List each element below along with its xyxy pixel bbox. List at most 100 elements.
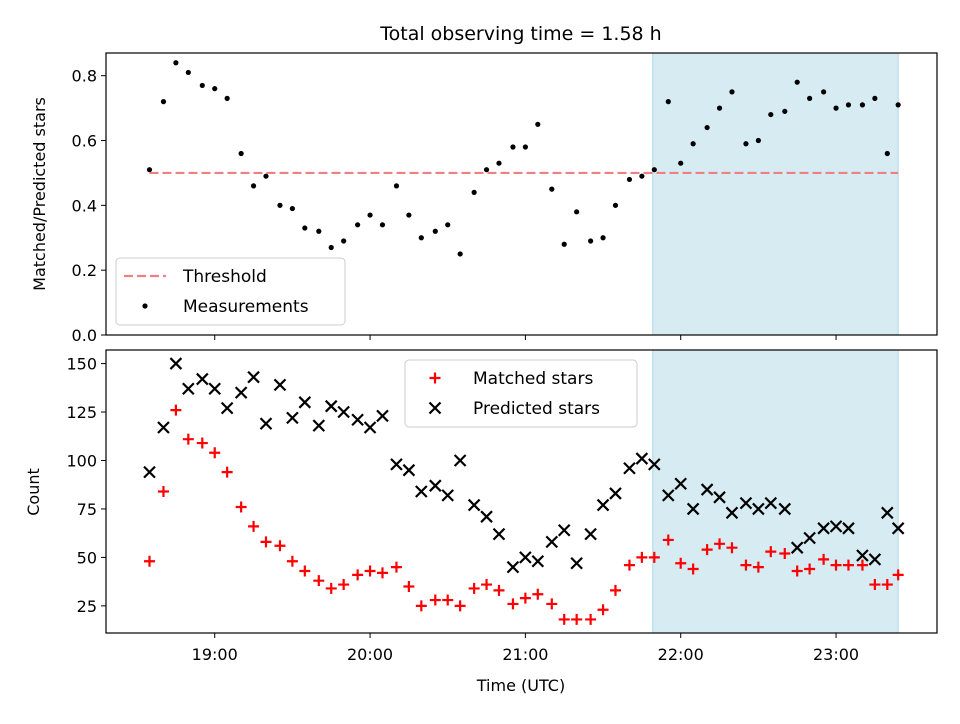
data-point (779, 548, 791, 560)
data-point (522, 144, 528, 150)
data-point (729, 89, 735, 95)
x-tick-label: 20:00 (347, 645, 393, 664)
data-point (725, 506, 739, 520)
data-point (662, 534, 674, 546)
data-point (842, 522, 855, 535)
data-point (432, 228, 438, 234)
data-point (496, 160, 502, 166)
data-point (818, 553, 830, 565)
data-point (277, 202, 283, 208)
data-point (701, 544, 713, 556)
data-point (833, 105, 839, 111)
observing-window-band (652, 349, 899, 634)
x-tick-label: 23:00 (813, 645, 859, 664)
data-point (872, 95, 878, 101)
data-point (687, 563, 699, 575)
data-point (764, 496, 778, 510)
y-axis-label-ratio: Matched/Predicted stars (30, 97, 49, 291)
y-tick-label: 0.6 (72, 132, 97, 151)
data-point (635, 452, 649, 465)
legend-label: Measurements (183, 297, 309, 317)
data-point (160, 99, 167, 105)
data-point (752, 561, 764, 573)
data-point (821, 89, 827, 95)
legend-box (115, 257, 346, 326)
data-point (196, 437, 208, 449)
data-point (199, 82, 205, 89)
data-point (623, 461, 636, 475)
data-point (259, 417, 273, 430)
y-tick-label: 0.8 (72, 67, 97, 86)
x-tick-label: 22:00 (658, 645, 704, 664)
data-point (794, 79, 800, 85)
data-point (182, 382, 195, 396)
data-point (726, 542, 738, 554)
x-axis-label: Time (UTC) (476, 676, 565, 695)
data-point (250, 183, 257, 189)
data-point (609, 487, 622, 500)
data-point (234, 386, 248, 399)
data-point (338, 579, 350, 591)
data-point (817, 522, 830, 535)
data-point (678, 160, 684, 166)
data-point (700, 483, 714, 496)
data-point (881, 506, 894, 520)
data-point (170, 404, 182, 416)
data-point (143, 465, 156, 479)
series-matched-stars (143, 404, 904, 625)
data-point (804, 563, 816, 575)
legend-label: Matched stars (473, 369, 593, 389)
data-point (324, 399, 338, 413)
axes-frame (105, 349, 938, 634)
data-point (648, 458, 661, 471)
data-point (859, 102, 866, 108)
data-point (856, 559, 868, 571)
data-point (146, 167, 153, 173)
data-point (571, 613, 583, 625)
observing-window-band (652, 52, 899, 336)
data-point (716, 105, 723, 111)
data-point (636, 551, 648, 563)
data-point (535, 121, 541, 127)
data-point (612, 202, 619, 208)
data-point (157, 421, 170, 434)
series-measurements (146, 60, 901, 257)
data-point (313, 575, 325, 587)
data-point (393, 183, 400, 189)
data-point (298, 396, 312, 409)
y-tick-label: 0.2 (72, 261, 97, 280)
data-point (597, 604, 609, 616)
data-point (739, 496, 753, 510)
axes-frame (105, 52, 938, 336)
data-point (442, 594, 454, 606)
y-tick-label: 150 (66, 355, 97, 374)
data-point (341, 238, 347, 244)
data-point (390, 458, 403, 471)
data-point (289, 205, 295, 212)
data-point (807, 95, 813, 101)
data-point (337, 405, 350, 419)
data-point (367, 212, 373, 218)
data-point (248, 520, 260, 532)
data-point (220, 401, 234, 415)
data-point (418, 235, 424, 241)
data-point (212, 86, 218, 92)
data-point (247, 370, 260, 384)
data-point (169, 357, 183, 370)
y-tick-label: 100 (66, 451, 97, 470)
legend-matched-swatch (429, 372, 441, 384)
data-point (674, 477, 687, 491)
data-point (185, 69, 191, 76)
data-point (892, 569, 904, 581)
y-tick-label: 0.4 (72, 196, 97, 215)
data-point (546, 598, 558, 610)
data-point (406, 212, 412, 218)
data-point (481, 579, 493, 591)
data-point (286, 555, 298, 567)
data-point (609, 584, 621, 596)
data-point (686, 502, 700, 516)
data-point (829, 520, 843, 533)
data-point (768, 111, 774, 118)
data-point (429, 479, 442, 492)
